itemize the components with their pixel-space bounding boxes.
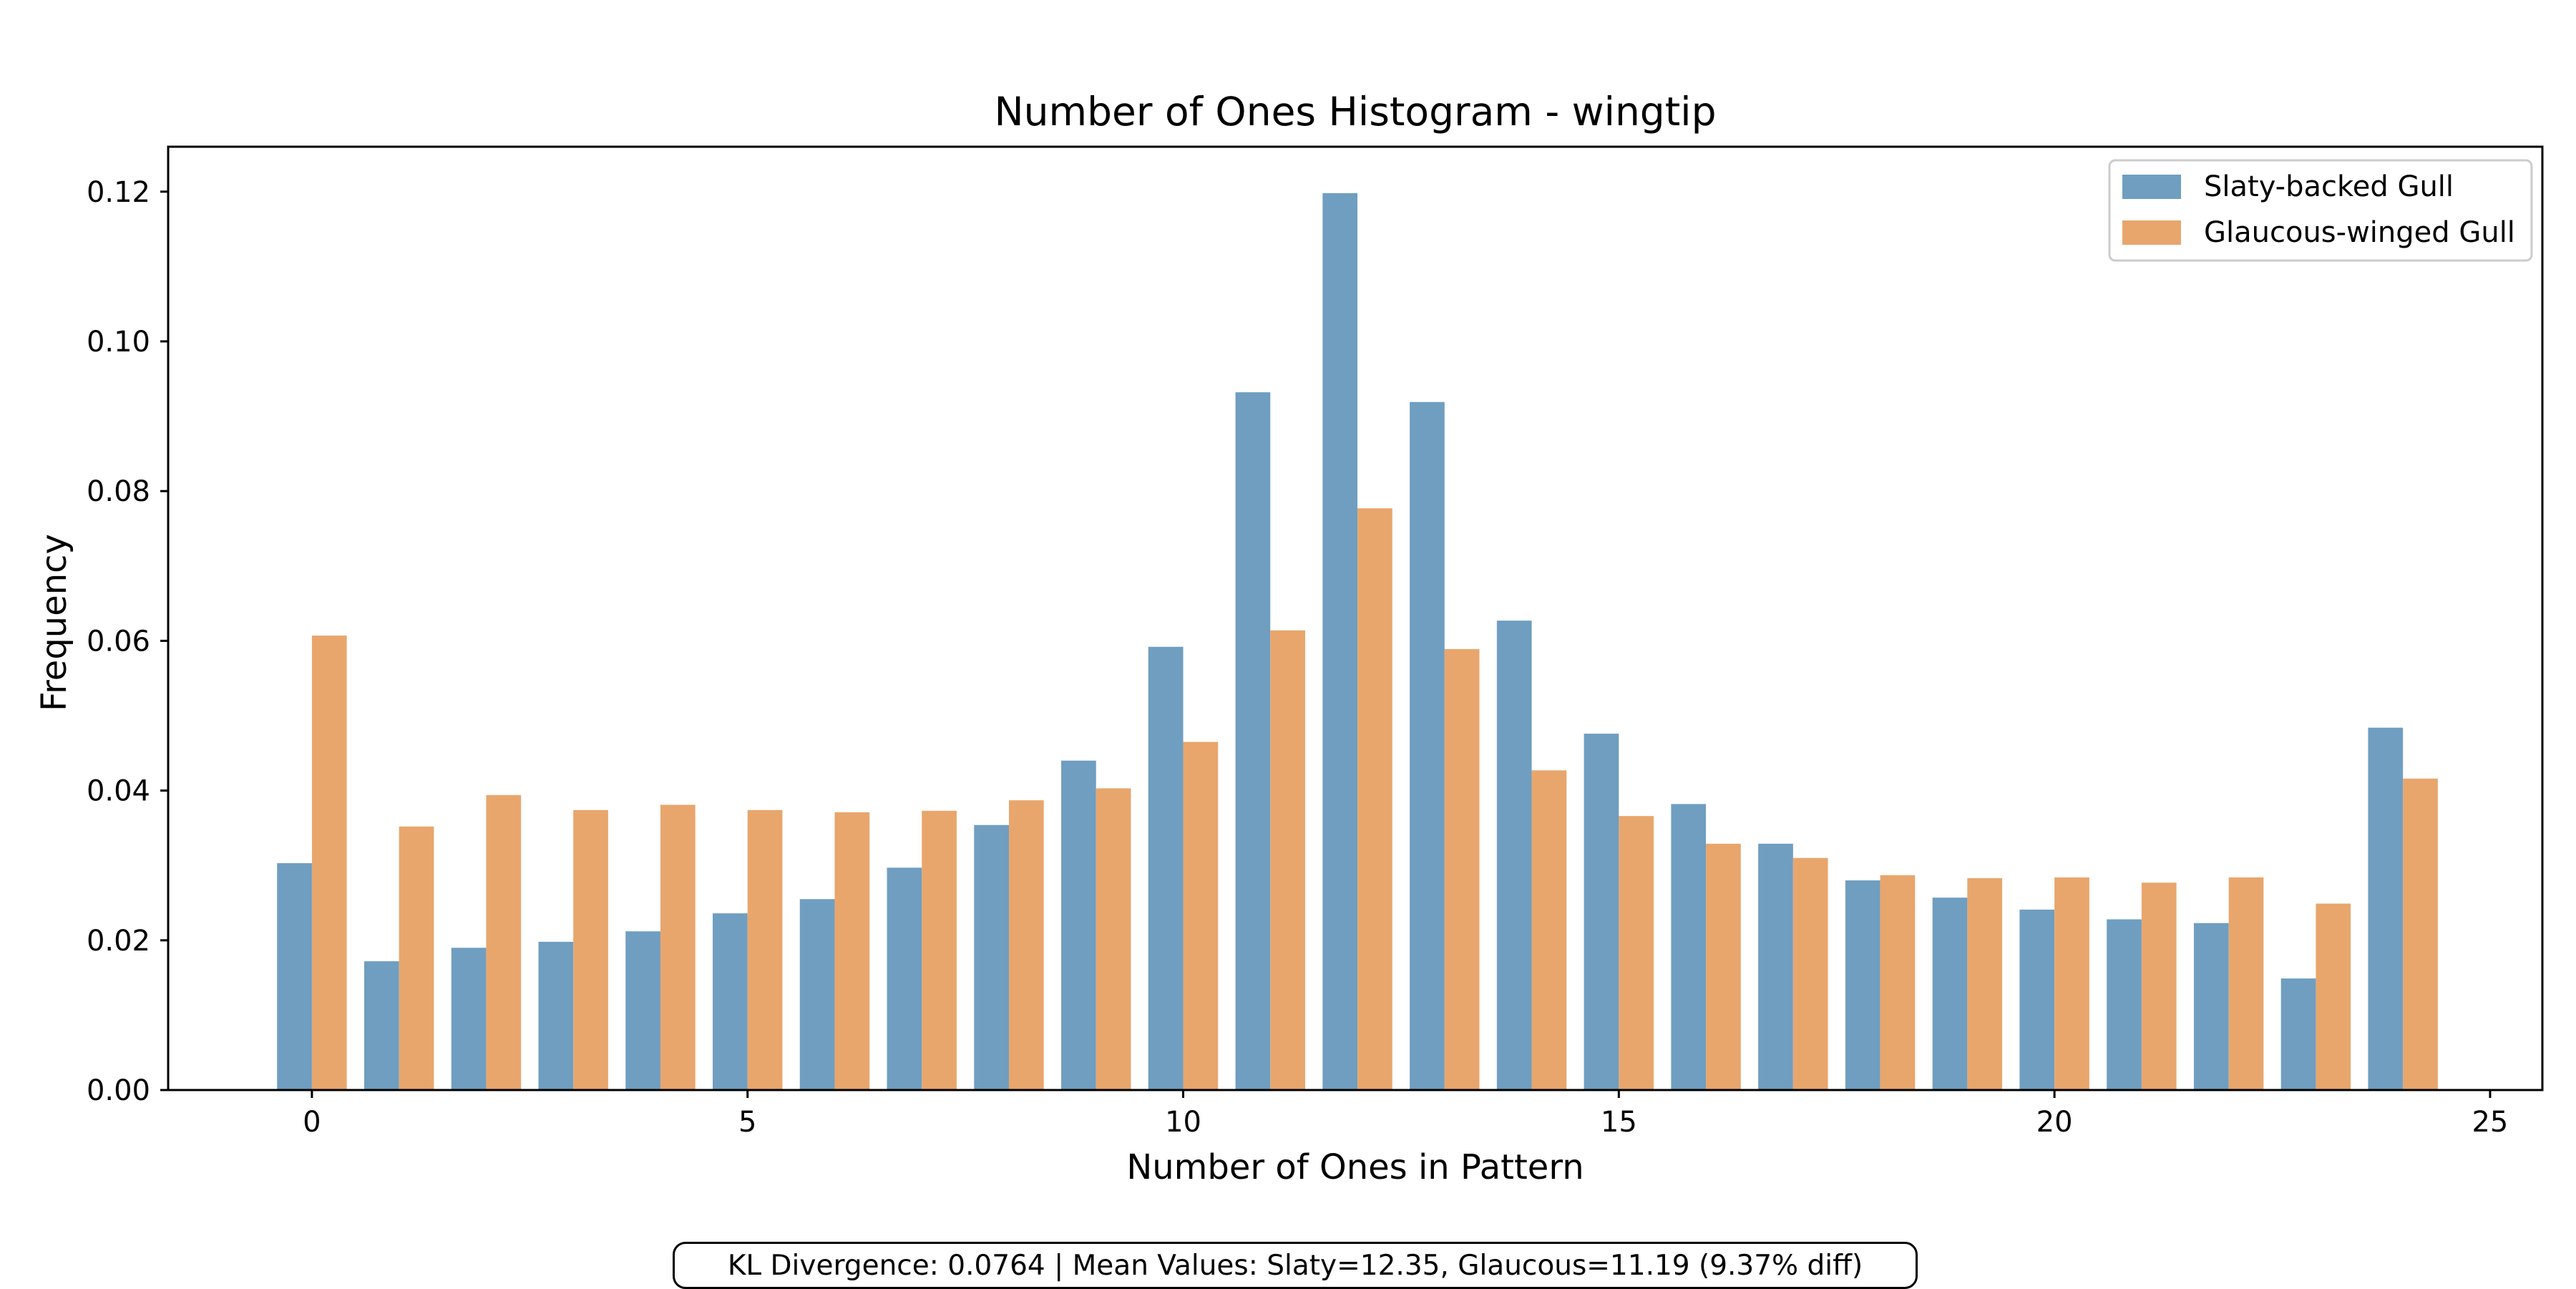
bar-glaucous-9	[1096, 788, 1131, 1090]
bar-glaucous-19	[1967, 877, 2003, 1090]
bar-glaucous-2	[486, 794, 522, 1090]
bar-glaucous-0	[311, 636, 347, 1090]
legend-box	[2108, 159, 2533, 262]
y-tick-label: 0.12	[87, 176, 150, 209]
bar-glaucous-17	[1792, 857, 1828, 1090]
bar-slaty-8	[974, 825, 1009, 1090]
x-tick-label: 5	[738, 1106, 756, 1139]
x-tick-label: 15	[1601, 1106, 1637, 1139]
x-axis-label: Number of Ones in Pattern	[1126, 1147, 1584, 1187]
bar-slaty-0	[277, 863, 312, 1090]
x-axis: 0 5 10 15 20 25	[303, 1090, 2508, 1139]
y-tick-label: 0.04	[87, 775, 150, 808]
bar-slaty-19	[1932, 898, 1968, 1090]
bar-glaucous-3	[573, 809, 608, 1090]
bar-slaty-6	[799, 899, 835, 1090]
bar-glaucous-18	[1880, 875, 1916, 1090]
bar-slaty-11	[1235, 392, 1271, 1090]
bar-slaty-4	[625, 931, 660, 1090]
bar-slaty-23	[2280, 978, 2316, 1090]
bar-glaucous-1	[399, 826, 434, 1090]
y-axis-label: Frequency	[34, 534, 74, 711]
bar-slaty-15	[1584, 734, 1619, 1090]
legend-swatch-slaty	[2122, 175, 2181, 199]
y-tick-label: 0.00	[87, 1074, 150, 1107]
bar-slaty-21	[2107, 919, 2142, 1090]
bar-glaucous-7	[922, 810, 957, 1090]
y-tick-label: 0.06	[87, 625, 150, 658]
bars-group	[277, 193, 2438, 1090]
bar-slaty-17	[1758, 843, 1793, 1090]
bar-glaucous-21	[2141, 882, 2177, 1090]
x-tick-label: 20	[2036, 1106, 2073, 1139]
bar-glaucous-11	[1270, 630, 1305, 1090]
x-tick-label: 10	[1165, 1106, 1201, 1139]
bar-glaucous-10	[1183, 741, 1219, 1090]
y-tick-label: 0.08	[87, 475, 150, 508]
bar-glaucous-12	[1357, 508, 1392, 1090]
bar-glaucous-6	[834, 812, 870, 1090]
bar-glaucous-16	[1706, 843, 1741, 1090]
y-tick-label: 0.10	[87, 326, 150, 359]
bar-glaucous-4	[660, 804, 696, 1090]
bar-glaucous-15	[1619, 816, 1654, 1090]
y-axis: 0.00 0.02 0.04 0.06 0.08 0.10 0.12	[87, 176, 168, 1107]
bar-glaucous-5	[747, 809, 783, 1090]
bar-slaty-22	[2193, 923, 2229, 1090]
legend-swatch-glaucous	[2122, 220, 2181, 245]
bar-glaucous-24	[2403, 778, 2438, 1090]
bar-glaucous-14	[1531, 770, 1567, 1090]
bar-slaty-16	[1671, 804, 1707, 1090]
x-tick-label: 0	[303, 1106, 321, 1139]
bar-slaty-24	[2368, 727, 2404, 1090]
bar-slaty-14	[1496, 621, 1532, 1090]
bar-glaucous-20	[2054, 877, 2089, 1090]
plot-frame	[167, 145, 2544, 1091]
y-tick-label: 0.02	[87, 925, 150, 958]
legend: Slaty-backed Gull Glaucous-winged Gull	[2108, 159, 2533, 262]
bar-slaty-2	[451, 948, 487, 1090]
bar-slaty-10	[1148, 646, 1184, 1090]
bar-slaty-18	[1845, 880, 1880, 1090]
bar-glaucous-22	[2228, 877, 2264, 1090]
bar-slaty-1	[364, 961, 399, 1090]
bar-slaty-13	[1410, 402, 1445, 1090]
bar-glaucous-23	[2316, 903, 2351, 1090]
chart-title: Number of Ones Histogram - wingtip	[995, 89, 1717, 135]
bar-glaucous-8	[1008, 800, 1044, 1090]
kl-divergence-footnote: KL Divergence: 0.0764 | Mean Values: Sla…	[673, 1242, 1918, 1289]
legend-label-glaucous: Glaucous-winged Gull	[2204, 216, 2515, 249]
bar-glaucous-13	[1444, 648, 1480, 1090]
bar-slaty-12	[1322, 193, 1358, 1090]
bar-slaty-3	[538, 941, 574, 1090]
legend-label-slaty: Slaty-backed Gull	[2204, 170, 2454, 203]
bar-slaty-9	[1061, 760, 1096, 1090]
bar-slaty-20	[2019, 909, 2055, 1090]
bar-slaty-7	[887, 867, 922, 1090]
x-tick-label: 25	[2472, 1106, 2508, 1139]
bar-slaty-5	[713, 913, 748, 1090]
